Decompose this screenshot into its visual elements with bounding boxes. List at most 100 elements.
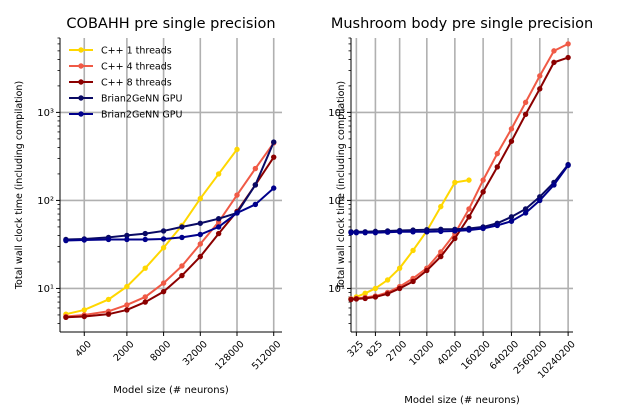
- data-point: [362, 295, 368, 302]
- legend-marker: [78, 63, 84, 69]
- data-point: [353, 296, 360, 302]
- data-point: [480, 177, 486, 183]
- x-tick-label: 2000: [112, 339, 137, 364]
- data-point: [160, 245, 167, 251]
- data-point: [362, 290, 368, 297]
- data-point: [565, 41, 571, 47]
- data-point: [234, 146, 240, 153]
- legend-marker: [78, 47, 84, 53]
- data-point: [105, 296, 112, 303]
- series-line: [65, 187, 275, 242]
- data-point: [551, 59, 557, 66]
- legend-label: C++ 1 threads: [101, 46, 172, 57]
- data-point: [410, 229, 416, 235]
- data-point: [508, 138, 515, 144]
- chart-title: COBAHH pre single precision: [66, 16, 275, 32]
- data-point: [508, 126, 515, 132]
- data-point: [179, 263, 185, 269]
- data-point: [438, 253, 444, 260]
- data-point: [537, 73, 543, 79]
- x-tick-label: 10200: [407, 339, 436, 368]
- data-point: [160, 288, 167, 295]
- series-line: [65, 141, 275, 241]
- data-point: [197, 231, 203, 238]
- x-tick-label: 32000: [181, 339, 210, 368]
- data-point: [452, 179, 458, 186]
- data-point: [466, 177, 472, 183]
- legend-marker: [78, 95, 84, 101]
- data-point: [252, 182, 259, 188]
- data-point: [452, 235, 458, 242]
- y-tick-label: 10²: [328, 196, 345, 207]
- data-point: [63, 237, 69, 244]
- data-point: [565, 54, 571, 61]
- data-point: [234, 210, 240, 216]
- data-point: [384, 277, 391, 283]
- data-point: [424, 229, 430, 235]
- y-tick-label: 10¹: [328, 284, 345, 295]
- chart-title: Mushroom body pre single precision: [331, 16, 593, 32]
- data-point: [124, 283, 130, 290]
- data-point: [522, 111, 529, 118]
- data-point: [348, 296, 354, 303]
- data-point: [396, 229, 403, 235]
- data-point: [522, 206, 529, 212]
- data-point: [215, 224, 222, 230]
- data-point: [438, 228, 444, 235]
- y-tick-label: 10³: [328, 108, 345, 119]
- data-point: [537, 86, 543, 92]
- legend: C++ 1 threads C++ 4 threads C++ 8 threads B…: [69, 46, 182, 121]
- legend-label: C++ 4 threads: [101, 62, 172, 73]
- data-point: [466, 214, 472, 220]
- data-point: [494, 150, 500, 157]
- data-point: [179, 234, 185, 241]
- x-tick-label: 160200: [459, 339, 492, 372]
- data-point: [160, 228, 167, 234]
- data-point: [271, 185, 277, 191]
- data-point: [372, 285, 379, 292]
- data-point: [452, 228, 458, 234]
- data-point: [215, 230, 222, 237]
- data-point: [537, 197, 543, 204]
- legend-marker: [78, 79, 84, 85]
- data-point: [124, 302, 130, 308]
- data-point: [362, 229, 368, 236]
- x-tick-label: 2700: [384, 339, 409, 364]
- y-tick-label: 10¹: [37, 284, 54, 295]
- data-point: [494, 222, 500, 229]
- data-point: [142, 294, 148, 300]
- data-point: [252, 201, 259, 208]
- data-point: [396, 265, 403, 271]
- series-line: [351, 164, 569, 233]
- data-point: [384, 291, 391, 297]
- x-tick-label: 8000: [148, 339, 173, 364]
- data-point: [63, 314, 69, 321]
- chart-panel-1: 400 2000 8000 32000 128000 512000 10¹ 10² 10³ COB…: [14, 16, 283, 396]
- data-point: [81, 237, 87, 243]
- data-point: [124, 232, 130, 239]
- data-point: [234, 192, 240, 198]
- data-point: [372, 229, 379, 236]
- data-point: [466, 206, 472, 212]
- x-tick-label: 825: [364, 339, 385, 360]
- legend-label: C++ 8 threads: [101, 78, 172, 89]
- data-point: [142, 299, 148, 305]
- data-point: [438, 203, 444, 210]
- data-point: [494, 164, 500, 170]
- data-point: [508, 218, 515, 224]
- x-tick-label: 512000: [250, 339, 283, 372]
- x-tick-label: 128000: [213, 339, 246, 372]
- data-point: [124, 236, 130, 243]
- y-axis-label: Total wall clock time (including compila…: [14, 81, 25, 290]
- data-point: [197, 220, 203, 226]
- data-point: [160, 280, 167, 286]
- x-tick-label: 325: [345, 339, 366, 360]
- x-tick-label: 400: [73, 339, 94, 360]
- series-line: [351, 164, 569, 234]
- data-point: [142, 230, 148, 237]
- data-point: [197, 195, 203, 202]
- y-tick-label: 10³: [37, 108, 54, 119]
- data-point: [410, 247, 416, 254]
